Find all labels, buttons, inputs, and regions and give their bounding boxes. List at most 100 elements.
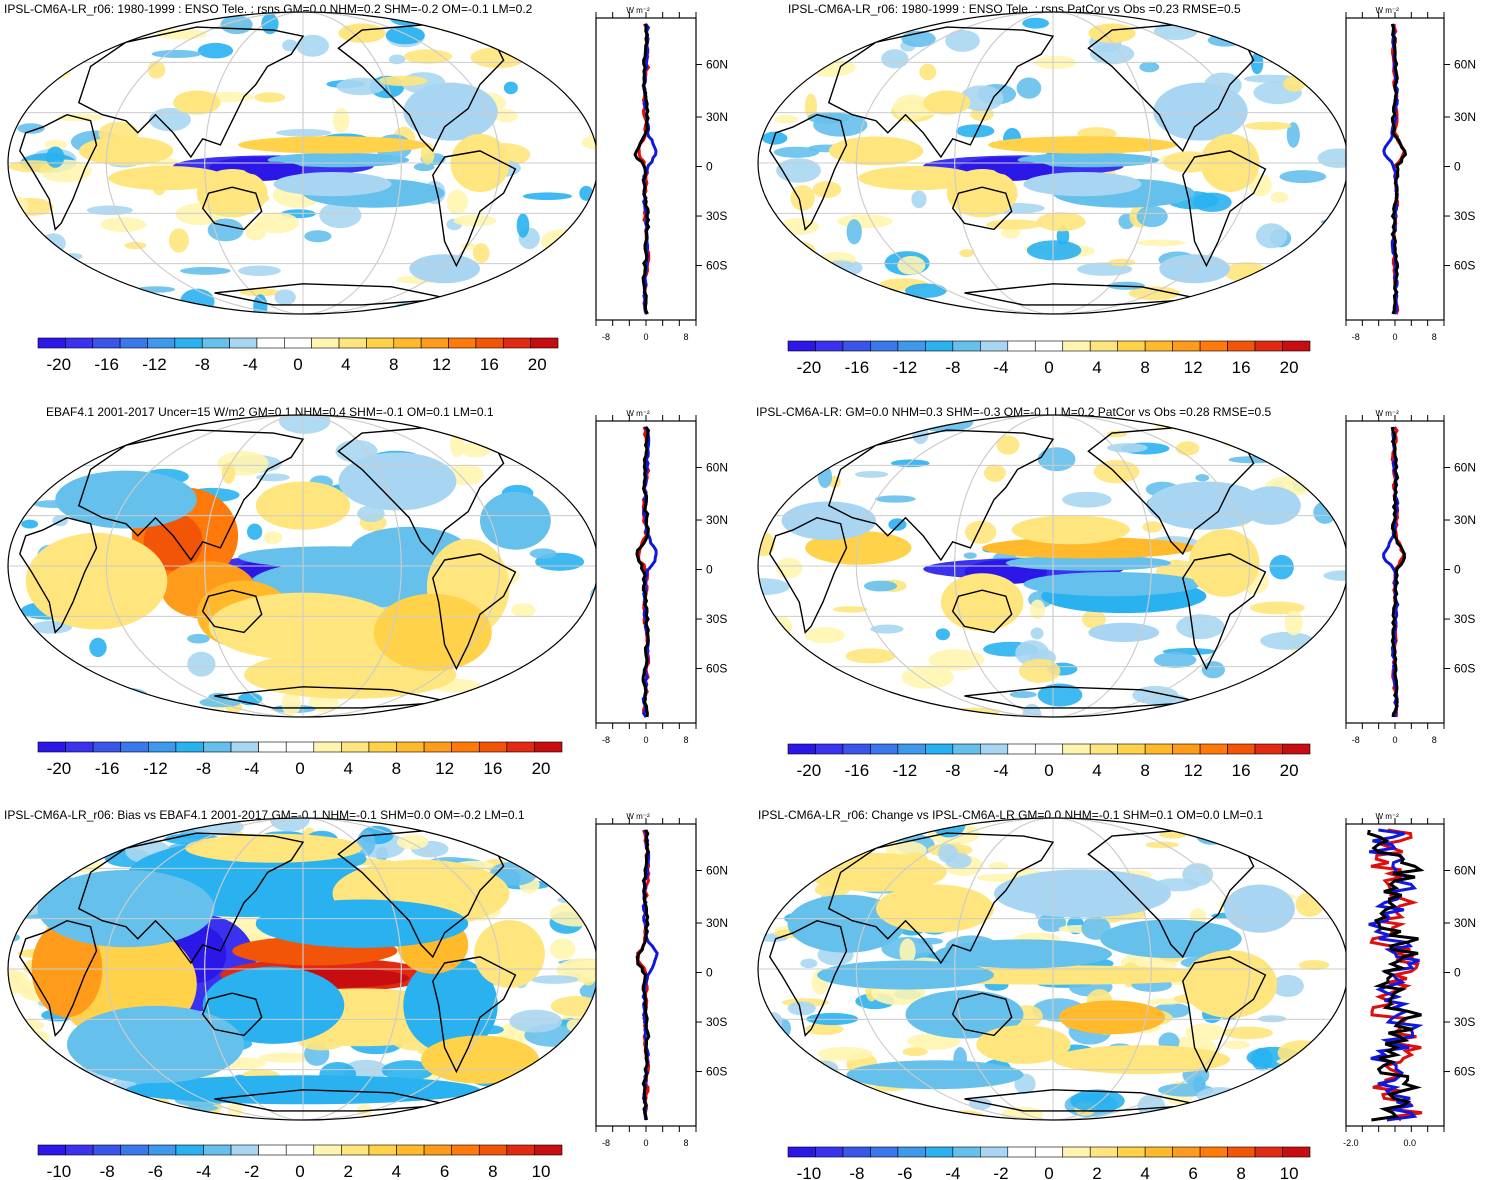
colorbar-swatch: [1254, 340, 1283, 352]
field-blob: [817, 1046, 873, 1061]
field-blob: [1142, 521, 1163, 533]
field-blob: [21, 519, 39, 529]
colorbar-tick-label: -20: [47, 759, 72, 778]
lat-label: 60N: [706, 58, 728, 72]
colorbar-swatch: [1007, 340, 1036, 352]
profile-xtick-label: 8: [683, 1138, 688, 1148]
field-blob: [765, 1012, 783, 1033]
colorbar-swatch: [1254, 1146, 1283, 1158]
field-blob: [62, 252, 83, 260]
field-blob: [787, 1001, 816, 1016]
profile-unit: W m⁻²: [626, 6, 650, 15]
profile-xtick-label: 8: [1432, 735, 1437, 745]
colorbar-swatch: [1172, 743, 1201, 755]
field-blob: [304, 230, 332, 243]
profile-xtick-label: -2.0: [1343, 1138, 1359, 1148]
field-blob: [495, 424, 541, 434]
colorbar: -20 -16 -12 -8 -4 0 4 8 12 16 20: [787, 340, 1311, 377]
field-blob: [1284, 610, 1303, 636]
field-blob: [1223, 1026, 1273, 1040]
colorbar-swatch: [870, 340, 899, 352]
colorbar-swatch: [423, 1144, 452, 1156]
field-blob: [1256, 223, 1288, 249]
colorbar-swatch: [1062, 743, 1091, 755]
colorbar-swatch: [475, 337, 504, 349]
graticule: [758, 818, 1348, 1120]
colorbar-tick-label: 4: [1140, 1164, 1149, 1180]
field-blob: [8, 1070, 47, 1077]
field-blob: [945, 29, 980, 52]
field-blob: [8, 258, 44, 266]
field-pattern: [1088, 622, 1160, 643]
colorbar-swatch: [368, 1144, 397, 1156]
field-blob: [758, 1025, 769, 1039]
colorbar-tick-label: -12: [143, 759, 168, 778]
map-field: [758, 818, 1348, 1120]
colorbar-tick-label: -8: [945, 761, 960, 780]
field-blob: [1301, 1050, 1315, 1072]
field-blob: [1286, 122, 1300, 148]
lat-label: 60N: [1454, 461, 1476, 475]
field-blob: [1228, 697, 1256, 707]
field-blob: [1277, 1040, 1326, 1066]
field-blob: [758, 475, 779, 494]
field-blob: [1062, 491, 1112, 508]
colorbar-swatch: [952, 340, 981, 352]
graticule: [8, 818, 598, 1120]
colorbar-tick-label: 6: [440, 1162, 449, 1180]
field-blob: [569, 66, 586, 85]
field-blob: [548, 43, 597, 58]
field-blob: [148, 107, 191, 132]
colorbar-swatch: [1254, 743, 1283, 755]
field-pattern: [1023, 172, 1142, 197]
colorbar-swatch: [1282, 1146, 1311, 1158]
lat-label: 0: [1454, 563, 1461, 577]
field-pattern: [1005, 555, 1171, 571]
field-blob: [29, 12, 48, 26]
field-blob: [34, 656, 60, 680]
field-blob: [1022, 17, 1050, 29]
colorbar-swatch: [1144, 340, 1173, 352]
colorbar-swatch: [1227, 743, 1256, 755]
colorbar-swatch: [368, 741, 397, 753]
field-blob: [254, 212, 300, 234]
colorbar-swatch: [842, 743, 871, 755]
field-blob: [786, 848, 831, 869]
field-blob: [34, 829, 79, 847]
colorbar-swatch: [1199, 340, 1228, 352]
profile-xtick-label: 0: [1392, 332, 1397, 342]
lat-label: 60S: [1454, 1065, 1475, 1079]
field-blob: [1182, 863, 1214, 887]
colorbar-swatch: [506, 1144, 535, 1156]
colorbar-swatch: [396, 1144, 425, 1156]
field-blob: [798, 704, 815, 715]
colorbar-swatch: [147, 337, 176, 349]
field-blob: [558, 859, 576, 882]
field-blob: [238, 265, 281, 276]
field-blob: [863, 580, 898, 592]
colorbar-swatch: [506, 741, 535, 753]
field-blob: [253, 294, 268, 314]
field-blob: [1244, 1107, 1280, 1118]
map-area: W m⁻² 60N 30N 0 30S 60S -8 0 8 -20 -16 -12 -8 -4 0 4 8 12…: [757, 6, 1476, 377]
field-pattern: [1088, 23, 1136, 43]
colorbar-swatch: [1172, 1146, 1201, 1158]
colorbar-swatch: [1199, 743, 1228, 755]
field-blob: [146, 703, 186, 710]
lat-label: 30N: [706, 513, 728, 527]
map-field: [758, 12, 1348, 314]
colorbar-swatch: [980, 340, 1009, 352]
field-blob: [1201, 661, 1225, 679]
colorbar-swatch: [980, 1146, 1009, 1158]
colorbar-swatch: [897, 743, 926, 755]
field-blob: [1250, 52, 1264, 75]
field-pattern: [994, 869, 1171, 918]
colorbar-tick-label: -2: [244, 1162, 259, 1180]
colorbar-swatch: [1117, 1146, 1146, 1158]
continent-outline: [951, 186, 1013, 231]
field-blob: [522, 824, 569, 835]
field-blob: [758, 833, 788, 848]
panel-3: EBAF4.1 2001-2017 Uncer=15 W/m2 GM=0.1 N…: [0, 403, 740, 793]
colorbar-tick-label: 0: [1044, 358, 1053, 377]
field-blob: [1139, 61, 1160, 73]
